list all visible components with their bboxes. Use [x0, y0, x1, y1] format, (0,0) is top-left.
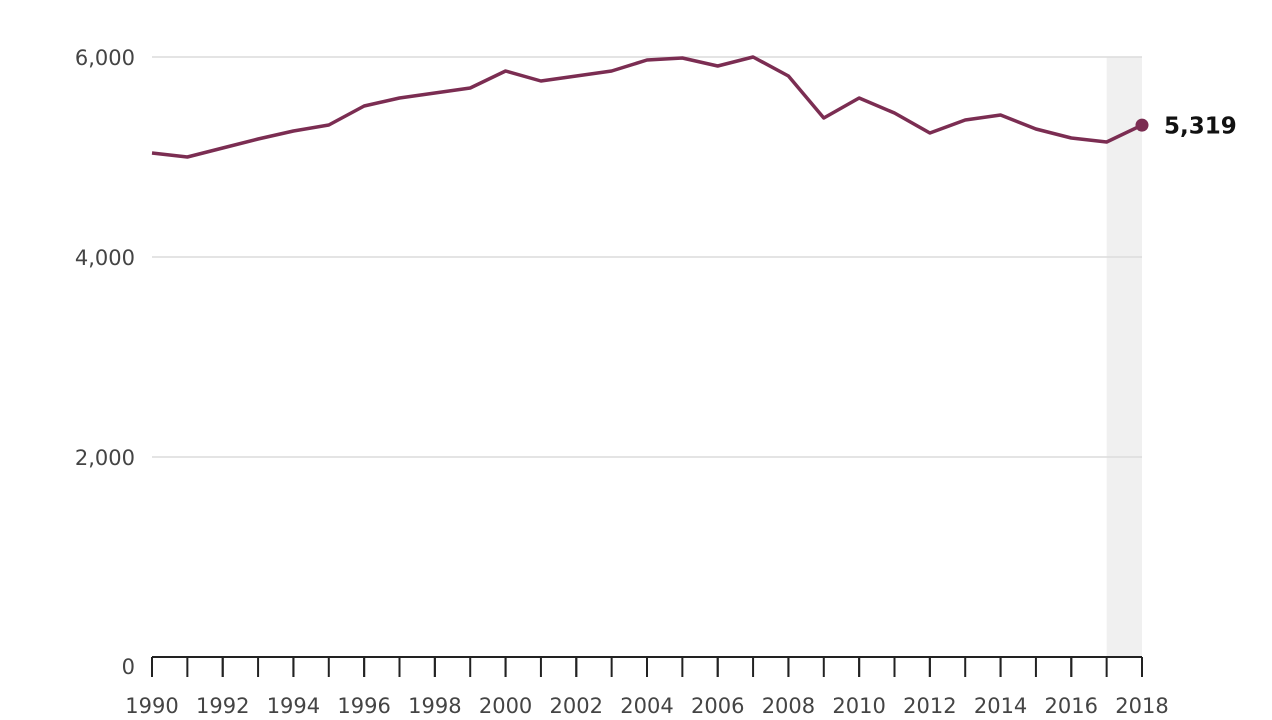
- x-tick-label: 1990: [125, 694, 178, 718]
- x-tick-label: 2008: [762, 694, 815, 718]
- end-point: [1135, 118, 1149, 132]
- x-tick-label: 2010: [832, 694, 885, 718]
- x-tick-label: 2016: [1045, 694, 1098, 718]
- value-label: 5,319: [1164, 114, 1237, 140]
- x-tick-label: 2006: [691, 694, 744, 718]
- x-tick-label: 2014: [974, 694, 1027, 718]
- x-tick-label: 1994: [267, 694, 320, 718]
- y-tick-label: 6,000: [75, 46, 135, 70]
- x-tick-label: 2000: [479, 694, 532, 718]
- x-tick-label: 2002: [550, 694, 603, 718]
- data-line: [151, 55, 1143, 159]
- x-tick-label: 1996: [337, 694, 390, 718]
- x-tick-label: 2012: [903, 694, 956, 718]
- x-tick-label: 1998: [408, 694, 461, 718]
- x-tick-label: 1992: [196, 694, 249, 718]
- x-tick-label: 2018: [1115, 694, 1168, 718]
- x-tick-label: 2004: [620, 694, 673, 718]
- y-tick-label: 4,000: [75, 246, 135, 270]
- y-tick-label: 0: [122, 655, 135, 679]
- y-tick-label: 2,000: [75, 446, 135, 470]
- highlight-band: [1106, 57, 1142, 657]
